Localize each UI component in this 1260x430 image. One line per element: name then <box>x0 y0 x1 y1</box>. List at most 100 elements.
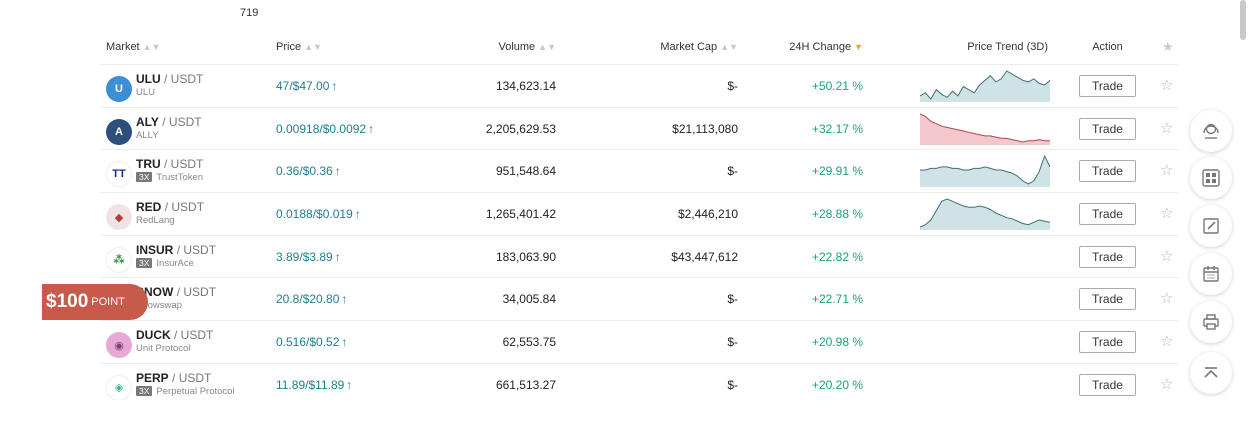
insurace-coin-icon: ⁂ <box>106 246 132 273</box>
table-row[interactable]: ◉ DUCK / USDT Unit Protocol 0.516/$0.52 ↑ 62,… <box>100 321 1178 364</box>
price-trend-sparkline <box>920 239 1050 273</box>
price-trend-sparkline <box>919 196 1051 231</box>
up-arrow-icon: ↑ <box>331 79 338 93</box>
back-to-top-icon <box>1204 367 1218 378</box>
market-cap-cell: $- <box>727 377 738 392</box>
header-price-trend: Price Trend (3D) <box>967 41 1048 53</box>
apps-grid-icon <box>1202 169 1220 187</box>
market-pair: SNOW / USDT <box>136 285 216 299</box>
trade-button[interactable]: Trade <box>1079 75 1136 97</box>
table-header: Market ▲▼ Price ▲▼ Volume ▲▼ Market Cap ▲▼ 2… <box>100 30 1178 65</box>
trade-button[interactable]: Trade <box>1079 117 1136 140</box>
favorite-star-icon[interactable]: ☆ <box>1160 290 1174 308</box>
market-pair: DUCK / USDT <box>136 328 213 342</box>
price-trend-sparkline <box>920 324 1050 358</box>
print-button[interactable] <box>1190 301 1232 343</box>
trade-button[interactable]: Trade <box>1079 160 1136 183</box>
market-cap-cell: $2,446,210 <box>677 207 738 222</box>
market-cap-cell: $21,113,080 <box>672 121 738 136</box>
header-price[interactable]: Price ▲▼ <box>276 41 322 53</box>
coin-symbol: DUCK <box>136 328 171 343</box>
sort-icon[interactable]: ▲▼ <box>538 42 556 52</box>
favorite-star-icon[interactable]: ☆ <box>1160 333 1174 351</box>
sort-desc-icon[interactable]: ▼ <box>854 42 863 52</box>
coin-full-name: ALLY <box>136 130 159 141</box>
scrollbar[interactable] <box>1240 0 1246 40</box>
volume-cell: 62,553.75 <box>502 335 556 350</box>
quote-currency: / USDT <box>176 242 217 257</box>
table-row[interactable]: TT TRU / USDT 3X TrustToken 0.36/$0.36 ↑ 951,5… <box>100 150 1178 194</box>
price-cell: 0.0188/$0.019 ↑ <box>276 207 361 222</box>
ally-coin-icon: A <box>106 118 132 145</box>
volume-cell: 2,205,629.53 <box>485 121 556 136</box>
promo-amount: $100 <box>46 291 89 312</box>
back-to-top-button[interactable] <box>1190 352 1232 394</box>
sort-icon[interactable]: ▲▼ <box>142 42 161 52</box>
coin-full-name: RedLang <box>136 215 175 226</box>
trade-button[interactable]: Trade <box>1079 288 1136 311</box>
market-table: Market ▲▼ Price ▲▼ Volume ▲▼ Market Cap ▲▼ 2… <box>100 30 1178 407</box>
header-market-cap[interactable]: Market Cap ▲▼ <box>660 41 738 53</box>
sparkline-svg <box>919 113 1050 145</box>
price-cell: 20.8/$20.80 ↑ <box>276 292 348 307</box>
favorite-star-icon[interactable]: ☆ <box>1160 247 1174 265</box>
up-arrow-icon: ↑ <box>334 249 341 264</box>
sort-icon[interactable]: ▲▼ <box>304 42 322 52</box>
table-row[interactable]: ◆ RED / USDT RedLang 0.0188/$0.019 ↑ 1,265,40… <box>100 193 1178 236</box>
market-pair: INSUR / USDT <box>136 243 216 257</box>
calendar-button[interactable] <box>1190 253 1232 295</box>
promo-label: POINT <box>91 296 125 308</box>
favorite-star-icon[interactable]: ☆ <box>1160 162 1174 180</box>
leverage-badge: 3X <box>136 385 153 396</box>
table-row[interactable]: ⁂ INSUR / USDT 3X InsurAce 3.89/$3.89 ↑ 183,06… <box>100 236 1178 279</box>
table-row[interactable]: U ULU / USDT ULU 47/$47.00 ↑ 134,623.14 $- +50.… <box>100 65 1178 108</box>
price-trend-sparkline <box>920 367 1050 401</box>
coin-symbol: INSUR <box>136 242 174 257</box>
change-cell: +32.17 % <box>811 121 863 136</box>
favorite-star-icon[interactable]: ☆ <box>1160 205 1174 223</box>
price-trend-sparkline <box>920 281 1050 315</box>
coin-symbol: PERP <box>136 370 169 385</box>
promo-badge[interactable]: $100 POINT <box>42 284 148 320</box>
volume-cell: 661,513.27 <box>495 377 556 392</box>
header-market[interactable]: Market ▲▼ <box>106 41 161 53</box>
trade-button[interactable]: Trade <box>1079 203 1136 226</box>
header-24h-change[interactable]: 24H Change ▼ <box>789 41 863 53</box>
favorite-star-icon[interactable]: ☆ <box>1160 119 1174 137</box>
coin-symbol: ULU <box>136 72 161 86</box>
market-pair: TRU / USDT <box>136 157 203 171</box>
edit-button[interactable] <box>1190 205 1232 247</box>
sparkline-area <box>920 199 1050 231</box>
favorite-star-icon[interactable]: ☆ <box>1160 77 1174 94</box>
support-button[interactable] <box>1190 110 1232 152</box>
coin-name: Snowswap <box>136 300 182 312</box>
price-cell: 0.00918/$0.0092 ↑ <box>276 121 375 136</box>
trade-button[interactable]: Trade <box>1079 331 1136 354</box>
quote-currency: / USDT <box>176 285 217 300</box>
header-volume[interactable]: Volume ▲▼ <box>498 41 556 53</box>
trusttoken-coin-icon: TT <box>106 161 132 188</box>
sparkline-svg <box>919 70 1051 102</box>
market-cap-cell: $- <box>727 335 738 350</box>
market-cap-cell: $- <box>727 79 738 93</box>
sparkline-line <box>919 198 1051 228</box>
sparkline-area <box>920 71 1050 102</box>
favorite-star-icon[interactable]: ☆ <box>1160 375 1174 393</box>
ulu-coin-icon: U <box>106 76 132 102</box>
price-cell: 47/$47.00 ↑ <box>276 79 338 93</box>
table-row[interactable]: ❄SNOW / USDTSnowswap20.8/$20.80↑34,005.8… <box>100 278 1178 322</box>
sparkline-line <box>919 70 1051 100</box>
trade-button[interactable]: Trade <box>1079 373 1136 396</box>
change-cell: +28.88 % <box>811 207 863 222</box>
volume-cell: 34,005.84 <box>502 292 556 307</box>
change-cell: +29.91 % <box>811 164 863 179</box>
change-cell: +22.71 % <box>811 292 863 307</box>
price-trend-sparkline <box>920 153 1051 188</box>
sparkline-line <box>920 155 1051 185</box>
trade-button[interactable]: Trade <box>1079 245 1136 268</box>
table-row[interactable]: A ALY / USDT ALLY 0.00918/$0.0092 ↑ 2,205,629… <box>100 108 1178 151</box>
favorites-header-star-icon[interactable]: ★ <box>1162 39 1174 54</box>
apps-button[interactable] <box>1190 157 1232 199</box>
sort-icon[interactable]: ▲▼ <box>720 42 738 52</box>
change-cell: +20.98 % <box>811 335 863 350</box>
